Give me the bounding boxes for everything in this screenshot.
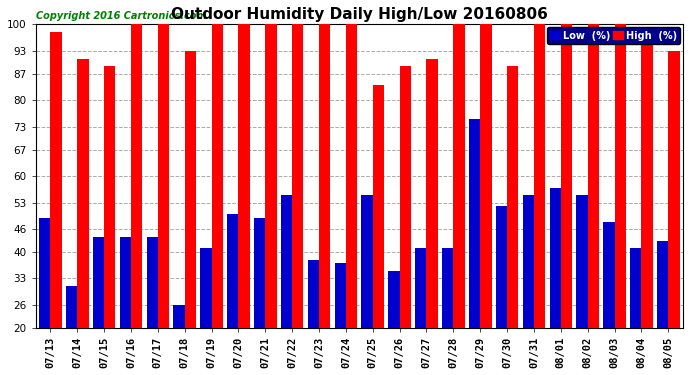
Bar	[426, 58, 437, 328]
Bar	[66, 286, 77, 328]
Bar	[254, 218, 265, 328]
Bar	[77, 58, 88, 328]
Bar	[146, 237, 158, 328]
Bar	[158, 24, 169, 328]
Bar	[576, 195, 588, 328]
Bar	[642, 40, 653, 328]
Bar	[346, 24, 357, 328]
Bar	[388, 271, 400, 328]
Bar	[308, 260, 319, 328]
Bar	[319, 24, 331, 328]
Bar	[549, 188, 561, 328]
Bar	[104, 66, 115, 328]
Bar	[630, 248, 642, 328]
Bar	[292, 24, 304, 328]
Bar	[522, 195, 534, 328]
Bar	[131, 24, 142, 328]
Bar	[373, 85, 384, 328]
Bar	[507, 66, 518, 328]
Text: Copyright 2016 Cartronics.com: Copyright 2016 Cartronics.com	[36, 12, 206, 21]
Bar	[561, 24, 572, 328]
Bar	[335, 263, 346, 328]
Bar	[265, 24, 277, 328]
Bar	[50, 32, 61, 328]
Bar	[362, 195, 373, 328]
Bar	[185, 51, 196, 328]
Bar	[657, 241, 669, 328]
Bar	[603, 222, 615, 328]
Bar	[281, 195, 292, 328]
Bar	[93, 237, 104, 328]
Bar	[39, 218, 50, 328]
Bar	[400, 66, 411, 328]
Bar	[239, 24, 250, 328]
Bar	[588, 24, 599, 328]
Title: Outdoor Humidity Daily High/Low 20160806: Outdoor Humidity Daily High/Low 20160806	[171, 7, 548, 22]
Bar	[496, 207, 507, 328]
Bar	[173, 305, 185, 328]
Bar	[119, 237, 131, 328]
Bar	[480, 24, 491, 328]
Bar	[442, 248, 453, 328]
Bar	[453, 24, 464, 328]
Bar	[227, 214, 239, 328]
Bar	[212, 24, 223, 328]
Bar	[200, 248, 212, 328]
Bar	[469, 119, 480, 328]
Legend: Low  (%), High  (%): Low (%), High (%)	[546, 27, 680, 44]
Bar	[534, 24, 545, 328]
Bar	[669, 51, 680, 328]
Bar	[615, 24, 626, 328]
Bar	[415, 248, 426, 328]
